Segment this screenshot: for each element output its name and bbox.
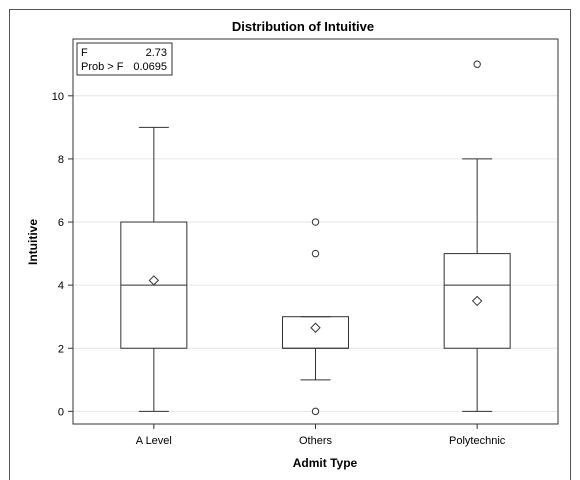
box-group	[120, 126, 188, 412]
chart-frame: Distribution of Intuitive 0 2 4 6 8 10 A Level…	[9, 9, 571, 480]
mean-marker	[471, 295, 483, 307]
x-tick-label: Polytechnic	[449, 435, 506, 447]
outlier-point	[311, 407, 320, 416]
f-value: 2.73	[146, 47, 167, 59]
y-tick-label: 8	[58, 154, 64, 166]
x-axis-label: Admit Type	[293, 456, 358, 470]
box-group	[443, 60, 511, 412]
stats-inset: F 2.73 Prob > F 0.0695	[76, 42, 173, 76]
prob-label: Prob > F	[81, 61, 124, 73]
y-tick-label: 2	[58, 343, 64, 355]
mean-marker	[148, 275, 160, 286]
boxes	[120, 60, 511, 416]
mean-marker	[310, 322, 321, 333]
outlier-point	[311, 249, 320, 258]
outlier-point	[473, 60, 481, 68]
prob-value: 0.0695	[133, 61, 167, 73]
y-tick-label: 0	[58, 406, 64, 418]
stats-inset-border	[76, 42, 173, 76]
chart-title: Distribution of Intuitive	[232, 19, 374, 34]
y-tick-label: 4	[58, 280, 64, 292]
x-tick-label: Others	[299, 435, 333, 447]
box-group	[282, 218, 349, 416]
f-label: F	[81, 47, 88, 59]
axes: 0 2 4 6 8 10 A Level Others Polytechnic	[52, 91, 506, 447]
y-axis-label: Intuitive	[26, 219, 40, 265]
y-tick-label: 6	[58, 217, 64, 229]
outlier-point	[311, 218, 320, 226]
y-tick-label: 10	[52, 91, 64, 103]
box-body	[443, 253, 511, 349]
box-plot-chart: Distribution of Intuitive 0 2 4 6 8 10 A Level…	[26, 19, 559, 470]
x-tick-label: A Level	[136, 435, 172, 447]
